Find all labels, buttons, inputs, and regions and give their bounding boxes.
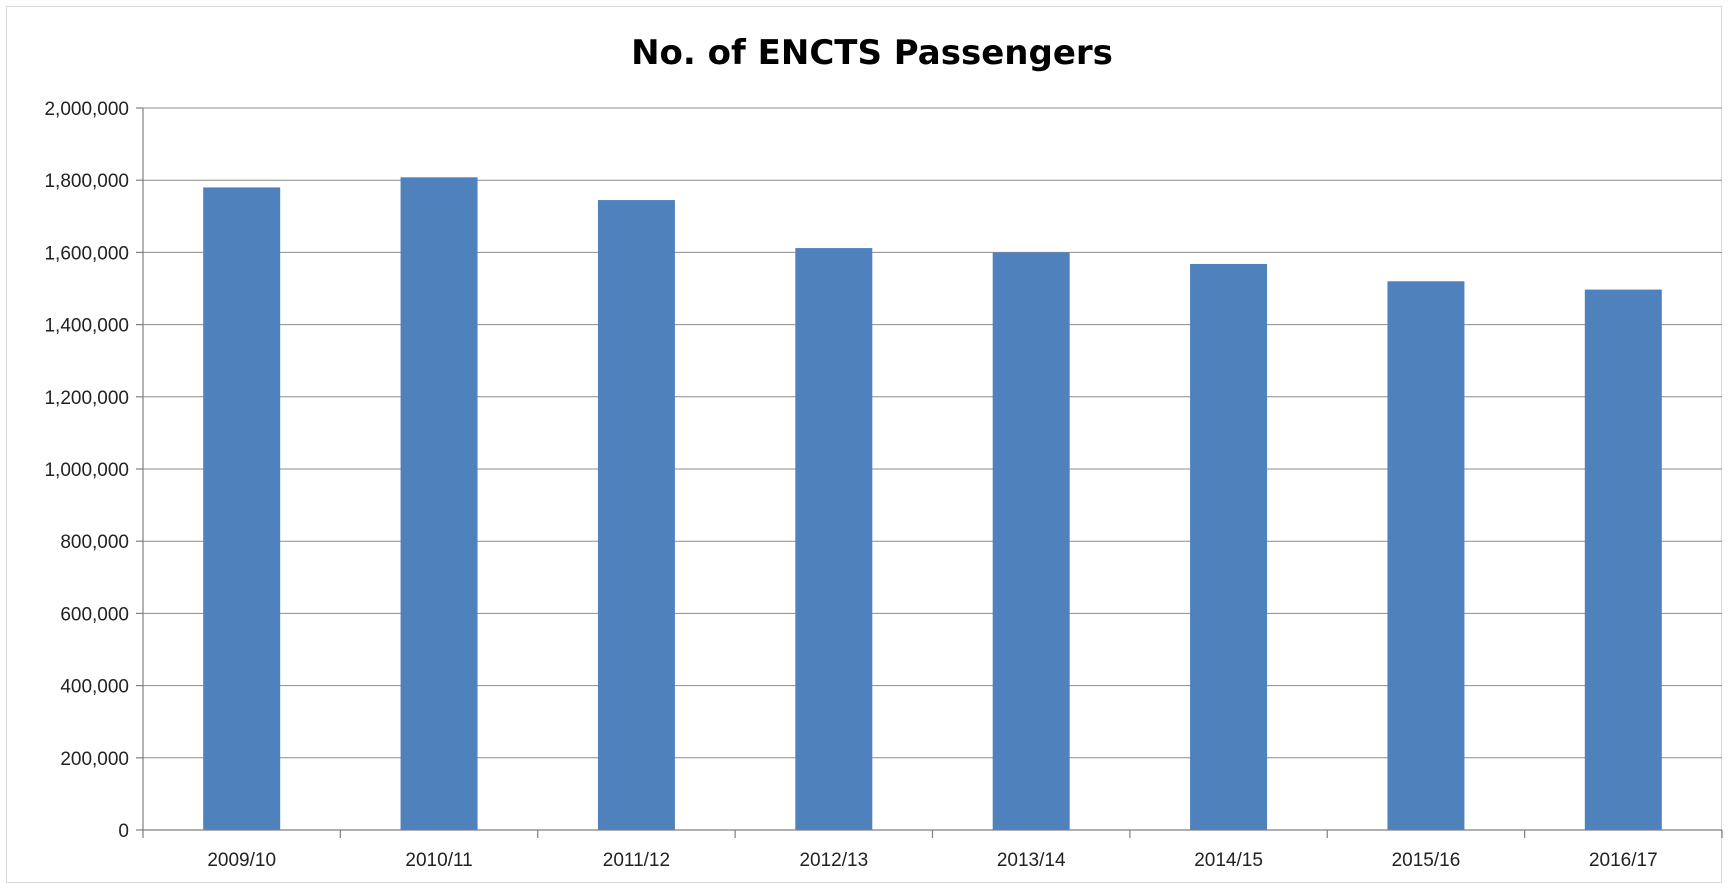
y-tick-label: 600,000 <box>60 604 129 625</box>
bar-2014-15 <box>1190 263 1268 830</box>
bar-2011-12 <box>597 200 675 830</box>
y-tick-label: 200,000 <box>60 749 129 770</box>
x-tick-label: 2015/16 <box>1392 850 1461 871</box>
bar-2012-13 <box>795 248 873 830</box>
y-tick-label: 1,600,000 <box>44 243 129 264</box>
x-tick-label: 2016/17 <box>1589 850 1658 871</box>
gridlines <box>143 107 1722 759</box>
x-tick-label: 2009/10 <box>207 850 276 871</box>
x-tick-label: 2014/15 <box>1194 850 1263 871</box>
bars <box>203 177 1662 831</box>
y-tick-labels: 0 200,000 400,000 600,000 800,000 1,000,000 1,… <box>44 99 129 842</box>
bar-2016-17 <box>1584 289 1662 830</box>
chart-title: No. of ENCTS Passengers <box>631 33 1113 73</box>
y-tick-label: 800,000 <box>60 532 129 553</box>
y-tick-label: 1,400,000 <box>44 316 129 337</box>
y-tick-label: 0 <box>118 821 129 842</box>
y-tick-label: 400,000 <box>60 677 129 698</box>
x-tick-label: 2013/14 <box>997 850 1066 871</box>
x-tick-labels: 2009/10 2010/11 2011/12 2012/13 2013/14 2014/… <box>207 850 1657 871</box>
axes <box>136 107 1723 838</box>
y-tick-label: 1,000,000 <box>44 460 129 481</box>
bar-2009-10 <box>203 187 281 831</box>
y-tick-label: 1,800,000 <box>44 171 129 192</box>
bar-2013-14 <box>992 252 1070 830</box>
bar-2010-11 <box>400 177 478 830</box>
x-tick-label: 2012/13 <box>799 850 868 871</box>
x-tick-label: 2010/11 <box>405 850 472 871</box>
y-tick-label: 2,000,000 <box>44 99 129 120</box>
x-tick-label: 2011/12 <box>603 850 670 871</box>
bar-2015-16 <box>1387 281 1465 830</box>
y-tick-label: 1,200,000 <box>44 388 129 409</box>
